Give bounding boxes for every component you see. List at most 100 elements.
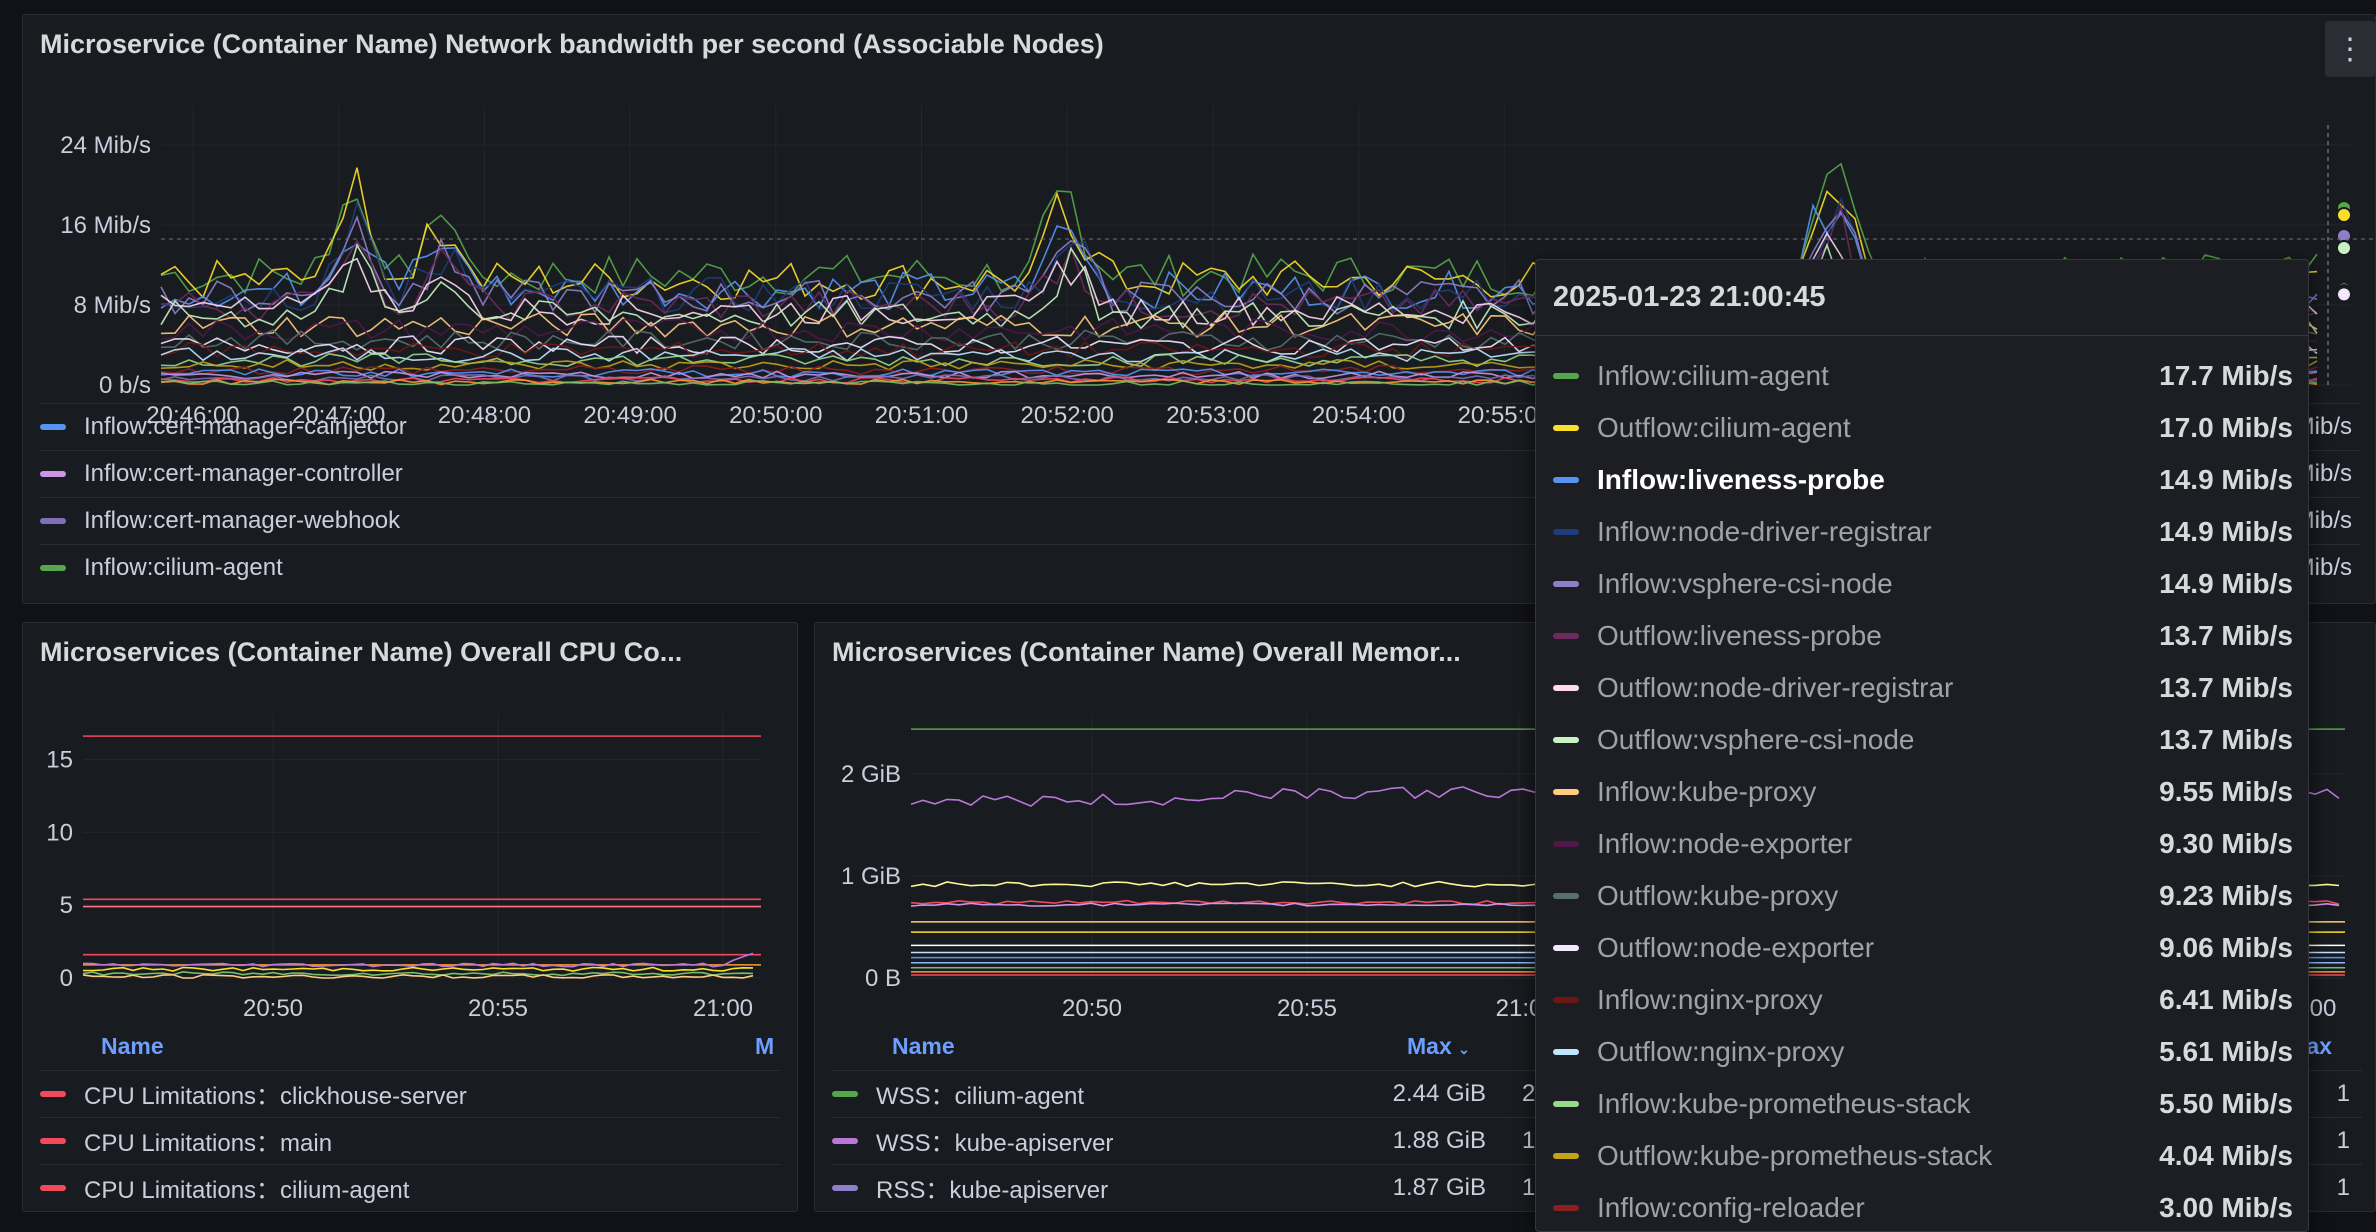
max-column-header[interactable]: M (755, 1033, 775, 1059)
tooltip-series-name: Inflow:liveness-probe (1597, 464, 1885, 495)
series-swatch (1553, 477, 1579, 483)
name-column-header[interactable]: Name (101, 1033, 164, 1059)
series-swatch (1553, 1049, 1579, 1055)
row-max: 1.87 GiB (1392, 1173, 1486, 1201)
kebab-menu-icon[interactable]: ⋮ (2325, 21, 2375, 77)
tooltip-series-name: Inflow:config-reloader (1597, 1192, 1865, 1223)
hover-point (2336, 240, 2352, 256)
y-tick-label: 8 Mib/s (74, 292, 151, 319)
tooltip-series-name: Inflow:cilium-agent (1597, 360, 1829, 391)
tooltip-series-name: Outflow:kube-prometheus-stack (1597, 1140, 1993, 1171)
y-tick-label: 0 b/s (99, 372, 151, 399)
series-swatch (1553, 1101, 1579, 1107)
tooltip-time: 2025-01-23 21:00:45 (1536, 260, 2308, 336)
tooltip-series-value: 4.04 Mib/s (2159, 1140, 2293, 1171)
tooltip-series-value: 9.55 Mib/s (2159, 776, 2293, 807)
tooltip-row: Inflow:kube-prometheus-stack 5.50 Mib/s (1536, 1078, 2308, 1130)
series-swatch (1553, 893, 1579, 899)
y-tick-label: 0 B (865, 965, 901, 992)
tooltip-row: Outflow:kube-proxy 9.23 Mib/s (1536, 870, 2308, 922)
tooltip-series-name: Inflow:vsphere-csi-node (1597, 568, 1893, 599)
cpu-panel: Microservices (Container Name) Overall C… (22, 622, 798, 1212)
series-swatch (1553, 633, 1579, 639)
row-label: WSS：kube-apiserver (876, 1130, 1114, 1157)
table-row[interactable]: CPU Limitations：main (40, 1117, 780, 1163)
tooltip-series-name: Outflow:cilium-agent (1597, 412, 1851, 443)
x-tick-label: 20:54:00 (1312, 402, 1405, 429)
x-tick-label: 21:0 (1496, 995, 1543, 1022)
x-tick-label: 20:49:00 (583, 402, 676, 429)
x-tick-label: 21:00 (693, 995, 753, 1022)
cpu-chart[interactable]: 15 10 5 0 20:50 20:55 21:00 (23, 623, 798, 1043)
x-tick-label: 20:55 (1277, 995, 1337, 1022)
network-chart[interactable]: 24 Mib/s 16 Mib/s 8 Mib/s 0 b/s 20:46:00 20:… (23, 65, 2376, 455)
tooltip-series-name: Outflow:node-driver-registrar (1597, 672, 1954, 703)
tooltip-row: Inflow:vsphere-csi-node 14.9 Mib/s (1536, 558, 2308, 610)
name-column-header[interactable]: Name (892, 1033, 955, 1059)
tooltip-series-value: 17.7 Mib/s (2159, 360, 2293, 391)
row-right-value: 1 (2336, 1079, 2350, 1107)
x-tick-label: 20:48:00 (438, 402, 531, 429)
y-tick-label: 2 GiB (841, 761, 901, 788)
tooltip-series-name: Inflow:node-exporter (1597, 828, 1853, 859)
series-swatch (40, 517, 66, 524)
max-column-header[interactable]: Max ⌄ (1407, 1033, 1470, 1060)
series-swatch (1553, 789, 1579, 795)
series-swatch (1553, 685, 1579, 691)
series-line[interactable] (82, 966, 754, 972)
series-swatch (832, 1184, 858, 1191)
series-swatch (1553, 737, 1579, 743)
series-swatch (832, 1137, 858, 1144)
tooltip-row: Inflow:liveness-probe 14.9 Mib/s (1536, 454, 2308, 506)
series-swatch (1553, 373, 1579, 379)
series-line[interactable] (82, 973, 754, 979)
tooltip-row: Inflow:kube-proxy 9.55 Mib/s (1536, 766, 2308, 818)
row-right-value: 1 (2336, 1173, 2350, 1201)
tooltip-row: Outflow:vsphere-csi-node 13.7 Mib/s (1536, 714, 2308, 766)
tooltip-series-name: Inflow:node-driver-registrar (1597, 516, 1932, 547)
tooltip-series-name: Inflow:kube-proxy (1597, 776, 1817, 807)
series-swatch (1553, 529, 1579, 535)
y-tick-label: 15 (46, 746, 73, 773)
tooltip-row: Outflow:node-driver-registrar 13.7 Mib/s (1536, 662, 2308, 714)
x-tick-label: 20:53:00 (1166, 402, 1259, 429)
max-label: Max (1407, 1033, 1452, 1059)
panel-title: Microservices (Container Name) Overall C… (40, 637, 683, 667)
series-swatch (1553, 425, 1579, 431)
series-swatch (1553, 997, 1579, 1003)
tooltip-series-name: Outflow:kube-proxy (1597, 880, 1839, 911)
tooltip-row: Inflow:node-exporter 9.30 Mib/s (1536, 818, 2308, 870)
tooltip-series-value: 9.23 Mib/s (2159, 880, 2293, 911)
tooltip-series-value: 6.41 Mib/s (2159, 984, 2293, 1015)
series-swatch (40, 564, 66, 571)
series-line[interactable] (82, 952, 754, 968)
tooltip-row: Outflow:cilium-agent 17.0 Mib/s (1536, 402, 2308, 454)
tooltip-row: Inflow:nginx-proxy 6.41 Mib/s (1536, 974, 2308, 1026)
tooltip-series-value: 14.9 Mib/s (2159, 516, 2293, 547)
legend-label: Inflow:cilium-agent (84, 553, 283, 581)
x-tick-label: 20:50 (1062, 995, 1122, 1022)
x-tick-label: 20:52:00 (1020, 402, 1113, 429)
series-swatch (1553, 945, 1579, 951)
row-max: 2.44 GiB (1392, 1079, 1486, 1107)
row-right-value: 1 (2336, 1126, 2350, 1154)
tooltip-row: Inflow:node-driver-registrar 14.9 Mib/s (1536, 506, 2308, 558)
table-row[interactable]: CPU Limitations：cilium-agent (40, 1164, 780, 1210)
row-label: WSS：cilium-agent (876, 1083, 1085, 1110)
series-line[interactable] (82, 970, 754, 977)
y-tick-label: 1 GiB (841, 863, 901, 890)
tooltip-series-name: Outflow:nginx-proxy (1597, 1036, 1845, 1067)
tooltip-series-name: Outflow:liveness-probe (1597, 620, 1882, 651)
y-tick-label: 10 (46, 819, 73, 846)
x-tick-label: 20:55 (468, 995, 528, 1022)
series-swatch (40, 1137, 66, 1144)
panel-title: Microservices (Container Name) Overall M… (832, 637, 1461, 667)
row-max: 1.88 GiB (1392, 1126, 1486, 1154)
table-row[interactable]: CPU Limitations：clickhouse-server (40, 1070, 780, 1116)
y-tick-label: 5 (60, 892, 73, 919)
series-swatch (1553, 1205, 1579, 1211)
series-swatch (1553, 1153, 1579, 1159)
legend-label: Inflow:cert-manager-controller (84, 459, 403, 487)
x-tick-label: 20:50 (243, 995, 303, 1022)
tooltip-row: Outflow:kube-prometheus-stack 4.04 Mib/s (1536, 1130, 2308, 1182)
